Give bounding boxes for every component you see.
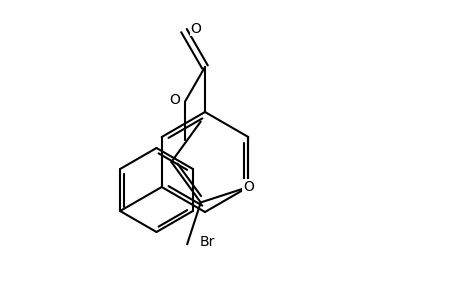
Text: O: O — [169, 93, 180, 106]
Text: Br: Br — [199, 235, 214, 249]
Text: O: O — [190, 22, 201, 36]
Text: O: O — [242, 180, 253, 194]
